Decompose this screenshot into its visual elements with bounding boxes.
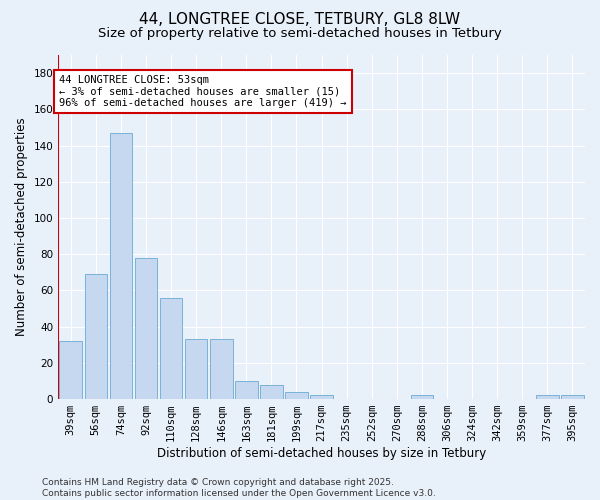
Text: 44 LONGTREE CLOSE: 53sqm
← 3% of semi-detached houses are smaller (15)
96% of se: 44 LONGTREE CLOSE: 53sqm ← 3% of semi-de… <box>59 75 347 108</box>
Text: Size of property relative to semi-detached houses in Tetbury: Size of property relative to semi-detach… <box>98 28 502 40</box>
X-axis label: Distribution of semi-detached houses by size in Tetbury: Distribution of semi-detached houses by … <box>157 447 486 460</box>
Bar <box>561 396 584 399</box>
Bar <box>185 340 208 399</box>
Bar <box>110 133 132 399</box>
Bar <box>536 396 559 399</box>
Y-axis label: Number of semi-detached properties: Number of semi-detached properties <box>15 118 28 336</box>
Text: Contains HM Land Registry data © Crown copyright and database right 2025.
Contai: Contains HM Land Registry data © Crown c… <box>42 478 436 498</box>
Bar <box>85 274 107 399</box>
Bar <box>160 298 182 399</box>
Bar <box>310 396 333 399</box>
Bar <box>285 392 308 399</box>
Bar <box>134 258 157 399</box>
Bar <box>59 341 82 399</box>
Bar <box>260 384 283 399</box>
Bar <box>235 381 257 399</box>
Text: 44, LONGTREE CLOSE, TETBURY, GL8 8LW: 44, LONGTREE CLOSE, TETBURY, GL8 8LW <box>139 12 461 28</box>
Bar <box>410 396 433 399</box>
Bar <box>210 340 233 399</box>
